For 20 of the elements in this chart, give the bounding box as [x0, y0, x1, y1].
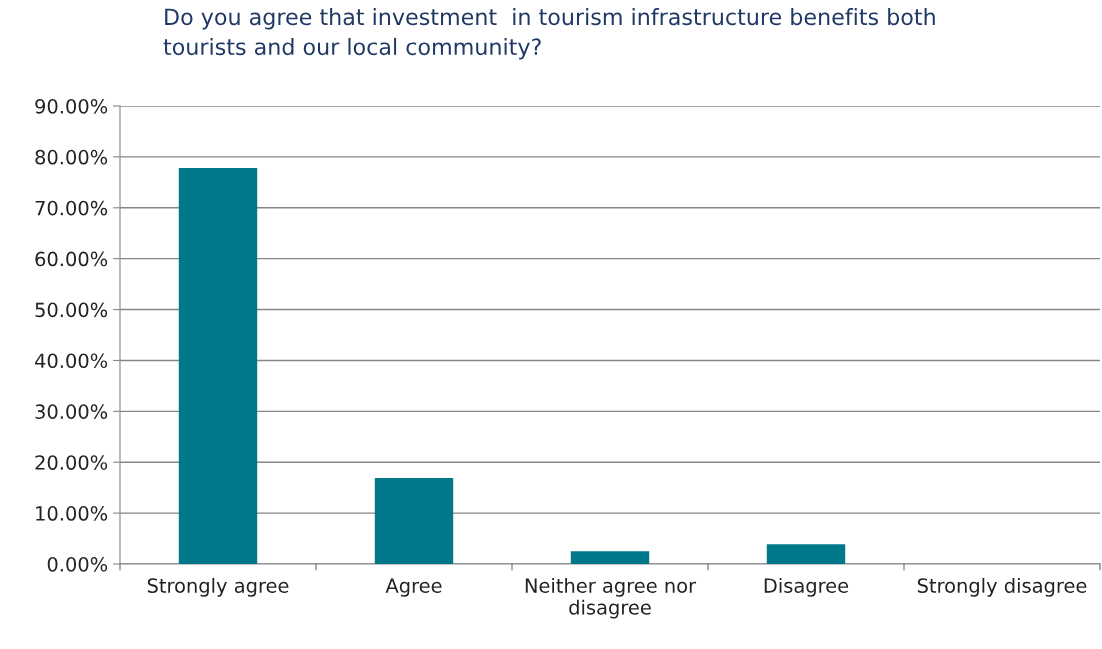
bar	[570, 551, 650, 564]
y-tick-label: 60.00%	[35, 251, 108, 267]
y-tick-label: 80.00%	[35, 149, 108, 165]
y-tick-label: 20.00%	[35, 455, 108, 470]
x-tick-label: Agree	[385, 578, 442, 597]
x-tick-label: Neither agree nor disagree	[525, 577, 697, 619]
x-tick-label: Disagree	[764, 577, 849, 597]
y-tick-label: 90.00%	[35, 98, 108, 114]
y-tick-label: 70.00%	[35, 200, 108, 216]
bar	[766, 544, 846, 564]
y-tick-label: 40.00%	[35, 353, 108, 369]
y-tick-label: 30.00%	[35, 404, 108, 419]
y-tick-label: 10.00%	[36, 506, 108, 521]
x-tick-label: Strongly disagree	[917, 577, 1087, 597]
y-tick-label: 0.00%	[47, 556, 108, 572]
y-tick-label: 50.00%	[35, 302, 108, 318]
chart-title: Do you agree that investment in tourism infrastructure benefits both tourists and our local community?	[163, 8, 935, 60]
bar	[374, 478, 454, 564]
bar	[178, 168, 258, 564]
x-tick-label: Strongly agree	[147, 577, 289, 597]
